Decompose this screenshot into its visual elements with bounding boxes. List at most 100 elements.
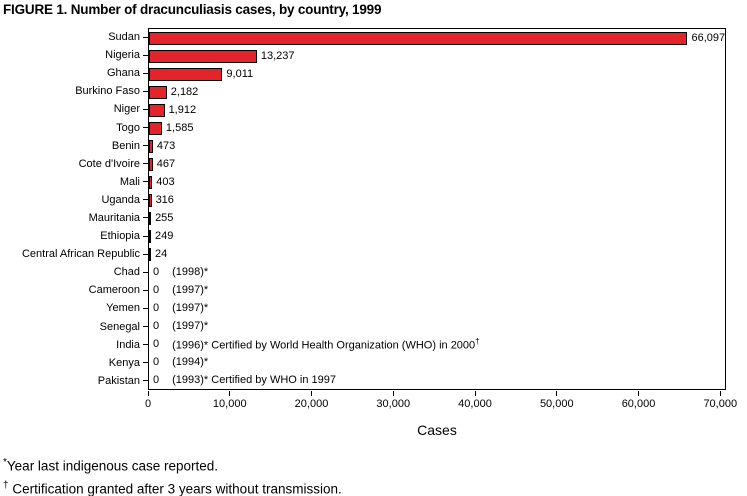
y-axis-label-row: Togo <box>0 118 148 136</box>
y-tick <box>143 163 148 165</box>
country-label: Uganda <box>101 193 140 206</box>
value-label: 0 <box>153 338 160 350</box>
y-axis-label-row: Cameroon <box>0 281 148 299</box>
y-axis-label-row: Mauritania <box>0 209 148 227</box>
value-label: 316 <box>155 194 174 206</box>
x-tick: 40,000 <box>445 391 505 410</box>
annotation: (1994)* <box>172 356 209 368</box>
x-tick: 10,000 <box>200 391 260 410</box>
value-label: 0 <box>153 320 160 332</box>
bar-row: 0 (1997)* <box>149 299 725 317</box>
y-tick <box>143 72 148 74</box>
bar-row: 316 <box>149 191 725 209</box>
value-label: 9,011 <box>226 68 254 80</box>
country-label: Burkino Faso <box>75 85 140 98</box>
y-axis-label-row: Mali <box>0 173 148 191</box>
value-label: 66,097 <box>691 32 726 44</box>
y-tick <box>143 253 148 255</box>
bar-row: 255 <box>149 209 725 227</box>
footnote-asterisk: *Year last indigenous case reported. <box>3 453 342 476</box>
annotation: (1998)* <box>172 266 209 278</box>
country-label: Cameroon <box>88 284 140 297</box>
country-label: Ghana <box>106 67 140 80</box>
value-label: 255 <box>155 212 174 224</box>
bar-row: 0 (1993)* Certified by WHO in 1997 <box>149 371 725 389</box>
value-label: 0 <box>153 374 160 386</box>
value-label: 2,182 <box>170 86 199 98</box>
x-axis: 0 10,000 20,000 30,000 40,000 50,000 60,000 70,… <box>145 391 737 415</box>
country-label: Niger <box>113 103 140 116</box>
bar-row: 66,097 <box>149 29 725 47</box>
y-tick <box>143 217 148 219</box>
bar <box>149 67 223 81</box>
y-tick <box>143 344 148 346</box>
y-axis-label-row: Senegal <box>0 318 148 336</box>
bar <box>149 211 152 225</box>
y-tick <box>143 235 148 237</box>
x-tick-label: 70,000 <box>703 398 738 410</box>
y-axis-label-row: Central African Republic <box>0 245 148 263</box>
x-tick-mark <box>719 391 721 396</box>
y-axis-label-row: Burkino Faso <box>0 82 148 100</box>
annotation: (1996)* Certified by World Health Organi… <box>172 336 480 352</box>
x-tick-mark <box>638 391 640 396</box>
y-axis-label-row: Kenya <box>0 354 148 372</box>
footnote-asterisk-marker: * <box>3 457 7 468</box>
value-label: 0 <box>153 266 160 278</box>
country-label: Benin <box>111 139 140 152</box>
bar-row: 2,182 <box>149 83 725 101</box>
bar-row: 0 (1997)* <box>149 317 725 335</box>
value-label: 24 <box>155 248 168 260</box>
y-axis-labels: Sudan Nigeria Ghana Burkino Faso Niger Togo Be… <box>0 28 148 390</box>
bar <box>149 49 257 63</box>
y-tick <box>143 36 148 38</box>
x-tick: 50,000 <box>527 391 587 410</box>
x-tick-mark <box>392 391 394 396</box>
country-label: Chad <box>113 266 140 279</box>
y-axis-label-row: Niger <box>0 100 148 118</box>
value-label: 403 <box>156 176 175 188</box>
y-tick <box>143 326 148 328</box>
bar <box>149 193 152 207</box>
bar-row: 9,011 <box>149 65 725 83</box>
x-tick-mark <box>474 391 476 396</box>
y-axis-label-row: Pakistan <box>0 372 148 390</box>
country-label: Mauritania <box>88 211 140 224</box>
country-label: Yemen <box>106 302 140 315</box>
country-label: India <box>116 338 140 351</box>
x-tick-mark <box>556 391 558 396</box>
footnote-dagger-marker: † <box>3 479 9 491</box>
x-tick-label: 60,000 <box>621 398 656 410</box>
value-label: 467 <box>156 158 176 170</box>
y-axis-label-row: India <box>0 336 148 354</box>
y-axis-label-row: Uganda <box>0 191 148 209</box>
annotation: (1997)* <box>172 320 209 332</box>
bar-row: 0 (1997)* <box>149 281 725 299</box>
country-label: Togo <box>116 121 140 134</box>
y-tick <box>143 90 148 92</box>
x-tick-label: 10,000 <box>212 398 247 410</box>
value-label: 473 <box>156 140 176 152</box>
annotation: (1993)* Certified by WHO in 1997 <box>172 374 336 386</box>
y-tick <box>143 362 148 364</box>
y-tick <box>143 380 148 382</box>
country-label: Central African Republic <box>21 248 140 261</box>
bar <box>149 85 167 99</box>
x-tick: 30,000 <box>363 391 423 410</box>
country-label: Sudan <box>108 31 140 44</box>
bar-row: 24 <box>149 245 725 263</box>
value-label: 0 <box>153 356 160 368</box>
value-label: 13,237 <box>260 50 295 62</box>
y-tick <box>143 271 148 273</box>
bar-row: 473 <box>149 137 725 155</box>
y-axis-label-row: Nigeria <box>0 46 148 64</box>
y-axis-label-row: Ethiopia <box>0 227 148 245</box>
country-label: Cote d'Ivoire <box>78 157 140 170</box>
bar <box>149 139 153 153</box>
bar <box>149 175 153 189</box>
x-tick-label: 20,000 <box>294 398 329 410</box>
footnote-dagger: † Certification granted after 3 years wi… <box>3 476 342 496</box>
figure-title: FIGURE 1. Number of dracunculiasis cases… <box>3 2 382 17</box>
footnotes: *Year last indigenous case reported. † C… <box>3 453 342 496</box>
